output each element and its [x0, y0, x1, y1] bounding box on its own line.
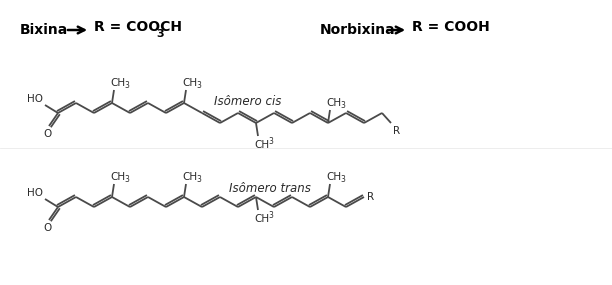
Text: 3: 3: [340, 175, 345, 184]
Text: CH: CH: [255, 214, 269, 224]
Text: R: R: [367, 192, 374, 202]
Text: CH: CH: [110, 172, 125, 182]
Text: CH: CH: [110, 78, 125, 88]
Text: 3: 3: [124, 175, 129, 184]
Text: R = COOCH: R = COOCH: [94, 20, 182, 34]
Text: Norbixina: Norbixina: [320, 23, 395, 37]
Text: CH: CH: [326, 172, 341, 182]
Text: CH: CH: [182, 172, 198, 182]
Text: 3: 3: [340, 101, 345, 110]
Text: CH: CH: [182, 78, 198, 88]
Text: CH: CH: [255, 140, 269, 150]
Text: 3: 3: [156, 29, 163, 39]
Text: HO: HO: [27, 188, 43, 198]
Text: 3: 3: [196, 81, 201, 90]
Text: O: O: [44, 223, 52, 233]
Text: CH: CH: [326, 98, 341, 108]
Text: 3: 3: [268, 211, 273, 220]
Text: R = COOH: R = COOH: [412, 20, 490, 34]
Text: R: R: [393, 126, 400, 136]
Text: 3: 3: [268, 137, 273, 146]
Text: HO: HO: [27, 94, 43, 104]
Text: 3: 3: [124, 81, 129, 90]
Text: Isômero cis: Isômero cis: [214, 95, 282, 108]
Text: Bixina: Bixina: [20, 23, 69, 37]
Text: Isômero trans: Isômero trans: [229, 182, 311, 195]
Text: O: O: [44, 129, 52, 139]
Text: 3: 3: [196, 175, 201, 184]
